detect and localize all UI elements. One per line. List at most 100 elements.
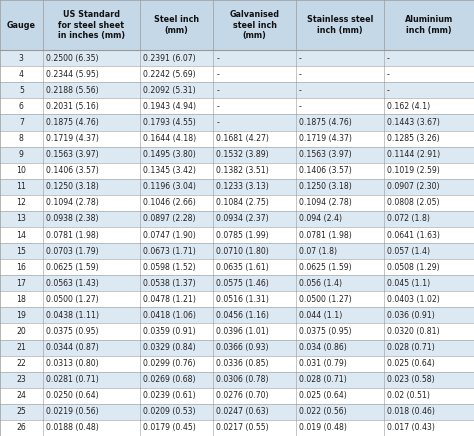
Text: US Standard
for steel sheet
in inches (mm): US Standard for steel sheet in inches (m… xyxy=(58,10,125,40)
Text: -: - xyxy=(216,70,219,79)
Bar xyxy=(0,82,474,99)
Text: -: - xyxy=(216,86,219,95)
Text: 0.0188 (0.48): 0.0188 (0.48) xyxy=(46,423,98,433)
Text: 0.045 (1.1): 0.045 (1.1) xyxy=(387,279,430,288)
Text: -: - xyxy=(387,70,390,79)
Text: 0.1285 (3.26): 0.1285 (3.26) xyxy=(387,134,439,143)
Bar xyxy=(0,307,474,324)
Text: 0.1719 (4.37): 0.1719 (4.37) xyxy=(299,134,352,143)
Text: 11: 11 xyxy=(16,182,27,191)
Text: 0.0403 (1.02): 0.0403 (1.02) xyxy=(387,295,439,304)
Text: 0.0320 (0.81): 0.0320 (0.81) xyxy=(387,327,439,336)
Text: 0.0219 (0.56): 0.0219 (0.56) xyxy=(46,407,98,416)
Text: 6: 6 xyxy=(19,102,24,111)
Text: 21: 21 xyxy=(17,343,26,352)
Text: 0.0575 (1.46): 0.0575 (1.46) xyxy=(216,279,269,288)
Text: 0.0563 (1.43): 0.0563 (1.43) xyxy=(46,279,98,288)
Text: 0.072 (1.8): 0.072 (1.8) xyxy=(387,215,429,224)
Text: 0.1532 (3.89): 0.1532 (3.89) xyxy=(216,150,269,159)
Text: 0.1250 (3.18): 0.1250 (3.18) xyxy=(46,182,98,191)
Bar xyxy=(0,356,474,371)
Text: 24: 24 xyxy=(17,391,26,400)
Text: 0.0538 (1.37): 0.0538 (1.37) xyxy=(143,279,195,288)
Text: 0.018 (0.46): 0.018 (0.46) xyxy=(387,407,435,416)
Text: 0.028 (0.71): 0.028 (0.71) xyxy=(387,343,435,352)
Text: 0.1495 (3.80): 0.1495 (3.80) xyxy=(143,150,195,159)
Text: 0.1094 (2.78): 0.1094 (2.78) xyxy=(299,198,352,208)
Text: -: - xyxy=(299,54,302,63)
Text: 0.019 (0.48): 0.019 (0.48) xyxy=(299,423,347,433)
Bar xyxy=(0,195,474,211)
Text: 0.0478 (1.21): 0.0478 (1.21) xyxy=(143,295,196,304)
Text: Aluminium
inch (mm): Aluminium inch (mm) xyxy=(405,15,453,35)
Text: 0.1196 (3.04): 0.1196 (3.04) xyxy=(143,182,196,191)
Text: 3: 3 xyxy=(19,54,24,63)
Text: 19: 19 xyxy=(17,311,26,320)
Text: 0.0247 (0.63): 0.0247 (0.63) xyxy=(216,407,269,416)
Text: 0.0641 (1.63): 0.0641 (1.63) xyxy=(387,231,440,239)
Text: 17: 17 xyxy=(17,279,26,288)
Text: 0.0625 (1.59): 0.0625 (1.59) xyxy=(299,262,352,272)
Text: -: - xyxy=(299,70,302,79)
Text: 0.0359 (0.91): 0.0359 (0.91) xyxy=(143,327,195,336)
Text: 18: 18 xyxy=(17,295,26,304)
Bar xyxy=(0,388,474,404)
Text: 0.2092 (5.31): 0.2092 (5.31) xyxy=(143,86,195,95)
Text: 13: 13 xyxy=(17,215,26,224)
Text: 0.1345 (3.42): 0.1345 (3.42) xyxy=(143,166,196,175)
Text: 0.0329 (0.84): 0.0329 (0.84) xyxy=(143,343,195,352)
Text: 0.034 (0.86): 0.034 (0.86) xyxy=(299,343,347,352)
Text: 0.2344 (5.95): 0.2344 (5.95) xyxy=(46,70,98,79)
Bar xyxy=(0,114,474,130)
Text: 0.057 (1.4): 0.057 (1.4) xyxy=(387,247,430,255)
Text: -: - xyxy=(299,86,302,95)
Text: 0.0336 (0.85): 0.0336 (0.85) xyxy=(216,359,269,368)
Text: Steel inch
(mm): Steel inch (mm) xyxy=(154,15,199,35)
Text: Gauge: Gauge xyxy=(7,20,36,30)
Text: 7: 7 xyxy=(19,118,24,127)
Text: 0.036 (0.91): 0.036 (0.91) xyxy=(387,311,435,320)
Bar xyxy=(0,371,474,388)
Text: Galvanised
steel inch
(mm): Galvanised steel inch (mm) xyxy=(230,10,280,40)
Bar xyxy=(0,99,474,114)
Text: 0.0375 (0.95): 0.0375 (0.95) xyxy=(46,327,98,336)
Text: 0.1943 (4.94): 0.1943 (4.94) xyxy=(143,102,196,111)
Text: 0.0500 (1.27): 0.0500 (1.27) xyxy=(299,295,352,304)
Text: -: - xyxy=(299,102,302,111)
Text: 0.0508 (1.29): 0.0508 (1.29) xyxy=(387,262,439,272)
Text: 0.0625 (1.59): 0.0625 (1.59) xyxy=(46,262,98,272)
Bar xyxy=(0,66,474,82)
Text: 0.0781 (1.98): 0.0781 (1.98) xyxy=(46,231,98,239)
Bar xyxy=(0,146,474,163)
Text: 0.044 (1.1): 0.044 (1.1) xyxy=(299,311,342,320)
Text: 9: 9 xyxy=(19,150,24,159)
Bar xyxy=(0,404,474,420)
Text: -: - xyxy=(216,54,219,63)
Text: 0.0239 (0.61): 0.0239 (0.61) xyxy=(143,391,195,400)
Text: 0.0344 (0.87): 0.0344 (0.87) xyxy=(46,343,98,352)
Text: 0.0217 (0.55): 0.0217 (0.55) xyxy=(216,423,269,433)
Text: 0.025 (0.64): 0.025 (0.64) xyxy=(299,391,347,400)
Text: 0.0785 (1.99): 0.0785 (1.99) xyxy=(216,231,269,239)
Text: 0.0269 (0.68): 0.0269 (0.68) xyxy=(143,375,195,384)
Text: 0.1681 (4.27): 0.1681 (4.27) xyxy=(216,134,269,143)
Text: 0.0276 (0.70): 0.0276 (0.70) xyxy=(216,391,269,400)
Text: 0.0366 (0.93): 0.0366 (0.93) xyxy=(216,343,269,352)
Text: 0.0281 (0.71): 0.0281 (0.71) xyxy=(46,375,98,384)
Text: 10: 10 xyxy=(17,166,26,175)
Text: 0.0250 (0.64): 0.0250 (0.64) xyxy=(46,391,98,400)
Text: 15: 15 xyxy=(17,247,26,255)
Bar xyxy=(0,275,474,291)
Text: 0.0418 (1.06): 0.0418 (1.06) xyxy=(143,311,196,320)
Bar xyxy=(0,130,474,146)
Bar xyxy=(0,227,474,243)
Text: 0.2391 (6.07): 0.2391 (6.07) xyxy=(143,54,195,63)
Text: 0.1644 (4.18): 0.1644 (4.18) xyxy=(143,134,196,143)
Bar xyxy=(0,324,474,340)
Text: 14: 14 xyxy=(16,231,27,239)
Text: 4: 4 xyxy=(19,70,24,79)
Text: 5: 5 xyxy=(19,86,24,95)
Text: 0.0938 (2.38): 0.0938 (2.38) xyxy=(46,215,98,224)
Text: 0.0209 (0.53): 0.0209 (0.53) xyxy=(143,407,195,416)
Text: 0.1563 (3.97): 0.1563 (3.97) xyxy=(46,150,98,159)
